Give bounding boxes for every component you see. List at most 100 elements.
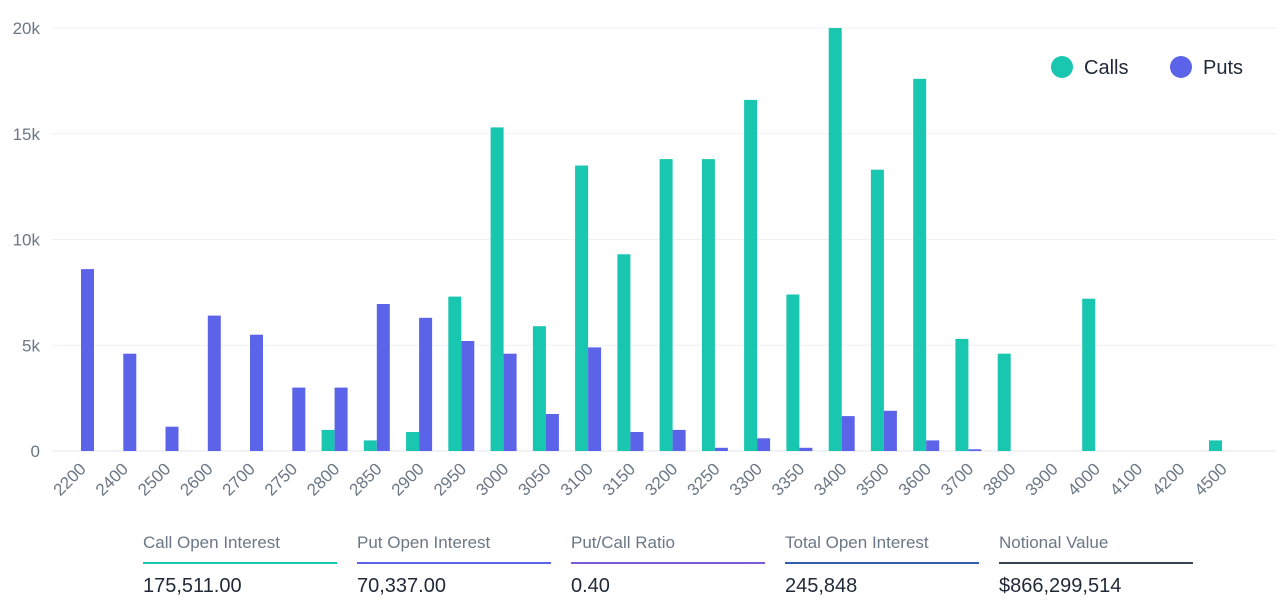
bar-calls-3400[interactable] [828, 28, 842, 451]
y-tick-label: 15k [13, 125, 41, 144]
x-tick-label: 4100 [1106, 459, 1146, 499]
x-tick-label: 2600 [176, 459, 216, 499]
stat-call-open-interest: Call Open Interest 175,511.00 [143, 530, 337, 598]
x-tick-label: 3150 [599, 459, 639, 499]
bar-calls-3350[interactable] [786, 294, 800, 452]
stat-value: $866,299,514 [999, 575, 1122, 597]
bar-puts-3000[interactable] [503, 353, 517, 451]
stat-value: 70,337.00 [357, 575, 446, 597]
bar-puts-2950[interactable] [461, 341, 475, 451]
stat-label: Put/Call Ratio [571, 533, 675, 552]
x-tick-label: 2200 [50, 459, 90, 499]
bar-calls-3150[interactable] [617, 254, 631, 451]
legend-label-calls: Calls [1084, 57, 1128, 79]
bar-puts-2400[interactable] [123, 353, 137, 451]
x-tick-label: 2800 [303, 459, 343, 499]
bar-puts-3700[interactable] [968, 449, 982, 451]
bar-calls-3200[interactable] [659, 159, 673, 451]
bar-calls-3500[interactable] [870, 169, 884, 451]
stat-notional-value: Notional Value $866,299,514 [999, 530, 1193, 598]
bar-puts-3300[interactable] [757, 438, 771, 451]
bar-puts-3500[interactable] [883, 410, 897, 451]
x-tick-label: 4500 [1191, 459, 1231, 499]
bar-puts-3350[interactable] [799, 447, 813, 451]
bar-puts-3600[interactable] [926, 440, 940, 451]
bar-puts-2200[interactable] [81, 269, 94, 451]
bar-calls-3700[interactable] [955, 338, 969, 451]
legend-swatch-calls [1051, 56, 1073, 78]
x-tick-label: 2950 [430, 459, 470, 499]
x-tick-label: 2400 [92, 459, 132, 499]
x-tick-label: 3700 [937, 459, 977, 499]
y-tick-label: 0 [31, 442, 40, 461]
stat-put-open-interest: Put Open Interest 70,337.00 [357, 530, 551, 598]
stat-value: 245,848 [785, 575, 858, 597]
x-tick-label: 2700 [219, 459, 259, 499]
bar-puts-2750[interactable] [292, 387, 306, 451]
bar-calls-3250[interactable] [701, 159, 715, 451]
bar-puts-3400[interactable] [841, 416, 855, 451]
bar-calls-2950[interactable] [448, 296, 462, 451]
bar-puts-3100[interactable] [588, 347, 602, 451]
x-tick-label: 2500 [134, 459, 174, 499]
bar-calls-3800[interactable] [997, 353, 1011, 451]
bar-puts-2700[interactable] [250, 334, 263, 451]
stat-underline [571, 562, 765, 564]
x-tick-label: 3050 [514, 459, 554, 499]
x-tick-label: 3000 [472, 459, 512, 499]
legend[interactable]: Calls Puts [1051, 56, 1243, 79]
stat-underline [999, 562, 1193, 564]
x-tick-label: 2750 [261, 459, 301, 499]
bars [81, 28, 1222, 452]
bar-puts-3050[interactable] [545, 414, 559, 451]
bar-calls-3100[interactable] [575, 165, 589, 452]
legend-label-puts: Puts [1203, 57, 1243, 79]
bar-puts-2500[interactable] [165, 426, 179, 451]
bar-calls-3050[interactable] [532, 326, 546, 451]
bar-puts-2800[interactable] [334, 387, 348, 451]
stat-label: Total Open Interest [785, 533, 929, 552]
y-tick-label: 5k [22, 336, 40, 355]
stat-put-call-ratio: Put/Call Ratio 0.40 [571, 530, 765, 598]
bar-calls-2850[interactable] [363, 440, 377, 451]
bar-calls-2800[interactable] [321, 429, 335, 451]
bar-calls-3600[interactable] [913, 78, 927, 452]
stat-value: 175,511.00 [143, 575, 242, 597]
bar-puts-3200[interactable] [672, 429, 686, 451]
x-tick-label: 3350 [768, 459, 808, 499]
summary-stats: Call Open Interest 175,511.00 Put Open I… [143, 530, 1213, 598]
bar-calls-3000[interactable] [490, 127, 504, 452]
x-tick-label: 2900 [388, 459, 428, 499]
x-axis: 2200 2400 2500 2600 2700 2750 2800 2850 2900 2950… [50, 459, 1231, 499]
open-interest-chart: 0 5k 10k 15k 20k 2200 2400 2500 2600 2700 2750 280… [13, 19, 1276, 500]
legend-item-puts[interactable]: Puts [1170, 56, 1243, 79]
bar-calls-4500[interactable] [1209, 440, 1222, 451]
x-tick-label: 3100 [557, 459, 597, 499]
stat-underline [143, 562, 337, 564]
bar-calls-4000[interactable] [1082, 298, 1096, 451]
bar-puts-2900[interactable] [419, 317, 433, 451]
stat-underline [357, 562, 551, 564]
y-tick-label: 20k [13, 19, 41, 38]
x-tick-label: 3900 [1022, 459, 1062, 499]
bar-puts-3250[interactable] [714, 447, 728, 451]
x-tick-label: 3300 [726, 459, 766, 499]
stat-underline [785, 562, 979, 564]
bar-calls-2900[interactable] [406, 432, 420, 451]
bar-calls-3300[interactable] [744, 99, 758, 452]
x-tick-label: 3800 [979, 459, 1019, 499]
x-tick-label: 2850 [345, 459, 385, 499]
x-tick-label: 3500 [853, 459, 893, 499]
legend-item-calls[interactable]: Calls [1051, 56, 1128, 79]
x-tick-label: 3400 [810, 459, 850, 499]
y-axis: 0 5k 10k 15k 20k [13, 19, 41, 461]
stat-label: Put Open Interest [357, 533, 491, 552]
x-tick-label: 3600 [895, 459, 935, 499]
bar-puts-2850[interactable] [376, 304, 390, 451]
x-tick-label: 3250 [684, 459, 724, 499]
bar-puts-3150[interactable] [630, 432, 644, 451]
bar-puts-2600[interactable] [207, 315, 221, 451]
stat-label: Notional Value [999, 533, 1109, 552]
stat-value: 0.40 [571, 575, 610, 597]
stat-total-open-interest: Total Open Interest 245,848 [785, 530, 979, 598]
